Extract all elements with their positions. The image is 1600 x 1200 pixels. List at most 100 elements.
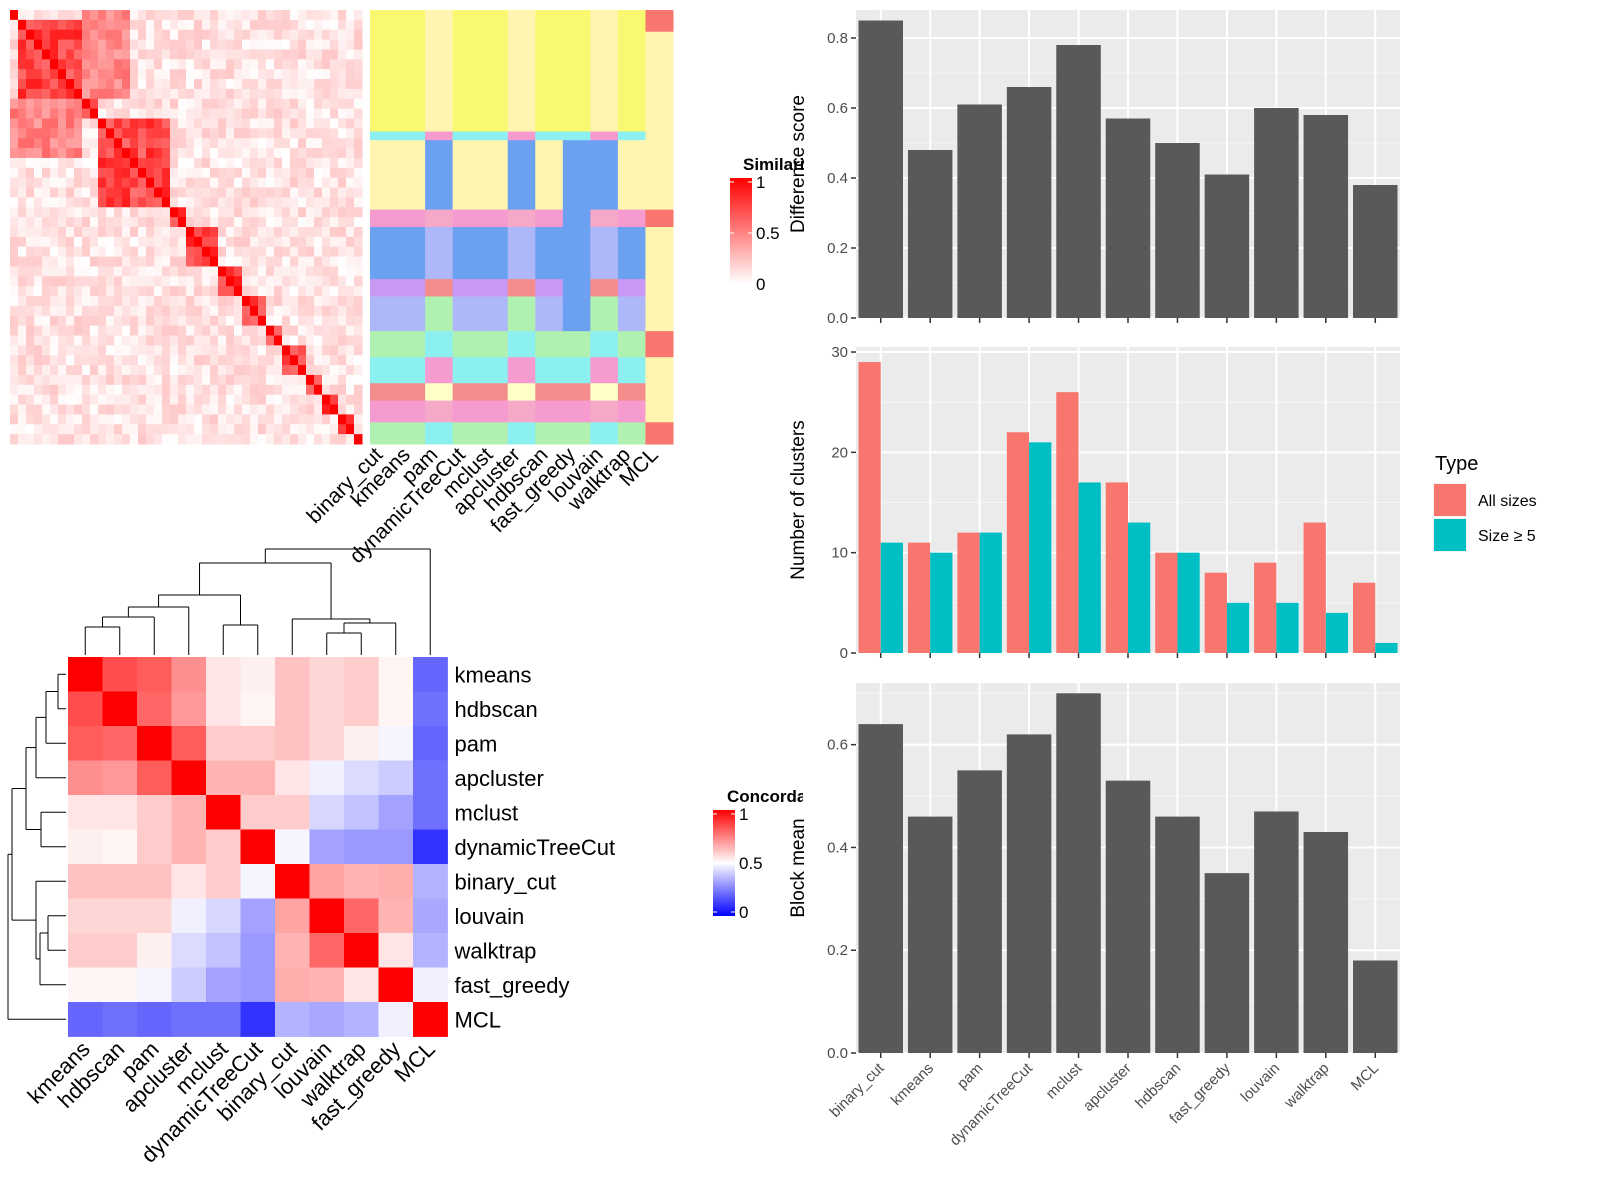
similarity-cell	[58, 246, 67, 258]
similarity-cell	[146, 266, 155, 277]
similarity-cell	[186, 138, 195, 149]
membership-cell	[617, 131, 646, 141]
similarity-cell	[234, 404, 243, 415]
similarity-cell	[226, 296, 235, 307]
similarity-cell	[122, 424, 131, 435]
similarity-cell	[202, 217, 211, 228]
similarity-cell	[354, 138, 363, 149]
similarity-cell	[226, 148, 235, 159]
similarity-cell	[106, 315, 115, 327]
similarity-cell	[242, 315, 251, 327]
membership-cell	[370, 31, 399, 133]
similarity-cell	[210, 138, 219, 149]
concordance-cell	[171, 1002, 207, 1037]
similarity-cell	[306, 29, 315, 41]
similarity-cell	[338, 39, 347, 50]
similarity-cell	[154, 315, 163, 327]
similarity-cell	[178, 138, 187, 149]
similarity-cell	[314, 157, 323, 169]
similarity-cell	[306, 286, 315, 297]
bar-All sizes-apcluster	[1105, 482, 1128, 653]
similarity-cell	[26, 404, 35, 415]
similarity-cell	[82, 69, 91, 80]
similarity-cell	[226, 266, 235, 277]
similarity-cell	[290, 236, 299, 248]
similarity-cell	[210, 217, 219, 228]
similarity-cell	[322, 404, 331, 415]
similarity-cell	[194, 19, 203, 31]
similarity-cell	[26, 246, 35, 258]
similarity-cell	[146, 227, 155, 238]
similarity-cell	[226, 325, 235, 336]
membership-cell	[507, 296, 536, 332]
similarity-cell	[266, 266, 275, 277]
y-tick-label: 0.2	[827, 942, 848, 959]
similarity-cell	[186, 128, 195, 139]
concordance-row-label: mclust	[455, 800, 519, 825]
similarity-cell	[266, 148, 275, 159]
similarity-cell	[234, 374, 243, 386]
similarity-cell	[330, 59, 339, 70]
similarity-cell	[210, 108, 219, 119]
similarity-cell	[10, 315, 19, 327]
similarity-cell	[34, 217, 43, 228]
similarity-cell	[178, 434, 187, 445]
similarity-cell	[98, 148, 107, 159]
similarity-cell	[98, 29, 107, 41]
similarity-cell	[154, 236, 163, 248]
similarity-cell	[82, 424, 91, 435]
similarity-cell	[338, 148, 347, 159]
similarity-cell	[314, 88, 323, 100]
similarity-cell	[34, 19, 43, 31]
similarity-cell	[34, 266, 43, 277]
similarity-cell	[42, 256, 51, 267]
similarity-cell	[306, 157, 315, 169]
similarity-cell	[98, 157, 107, 169]
similarity-cell	[66, 128, 75, 139]
similarity-cell	[50, 157, 59, 169]
similarity-cell	[130, 39, 139, 50]
similarity-cell	[346, 19, 355, 31]
similarity-cell	[314, 305, 323, 317]
similarity-cell	[338, 197, 347, 208]
similarity-cell	[202, 88, 211, 100]
similarity-cell	[178, 108, 187, 119]
similarity-cell	[346, 98, 355, 110]
similarity-cell	[82, 384, 91, 396]
similarity-cell	[258, 59, 267, 70]
similarity-cell	[170, 404, 179, 415]
similarity-cell	[290, 177, 299, 189]
similarity-cell	[42, 394, 51, 406]
concordance-cell	[137, 760, 172, 796]
similarity-cell	[298, 29, 307, 41]
similarity-cell	[146, 276, 155, 287]
similarity-cell	[34, 59, 43, 70]
concordance-cell	[206, 691, 241, 727]
similarity-cell	[330, 424, 339, 435]
similarity-cell	[354, 256, 363, 267]
similarity-cell	[186, 187, 195, 198]
concordance-cell	[206, 760, 241, 796]
similarity-cell	[226, 217, 235, 228]
similarity-cell	[34, 79, 43, 90]
similarity-cell	[34, 246, 43, 258]
similarity-cell	[106, 177, 115, 189]
similarity-cell	[274, 394, 283, 406]
similarity-cell	[218, 325, 227, 336]
similarity-cell	[250, 266, 259, 277]
similarity-cell	[146, 246, 155, 258]
similarity-cell	[26, 305, 35, 317]
similarity-cell	[122, 167, 131, 179]
similarity-cell	[290, 39, 299, 50]
membership-cell	[617, 31, 646, 133]
similarity-cell	[154, 69, 163, 80]
similarity-cell	[34, 404, 43, 415]
similarity-cell	[314, 325, 323, 336]
similarity-cell	[122, 315, 131, 327]
similarity-cell	[210, 88, 219, 100]
similarity-cell	[274, 148, 283, 159]
similarity-cell	[18, 88, 27, 100]
concordance-cell	[68, 726, 103, 761]
similarity-cell	[98, 335, 107, 346]
similarity-cell	[26, 266, 35, 277]
